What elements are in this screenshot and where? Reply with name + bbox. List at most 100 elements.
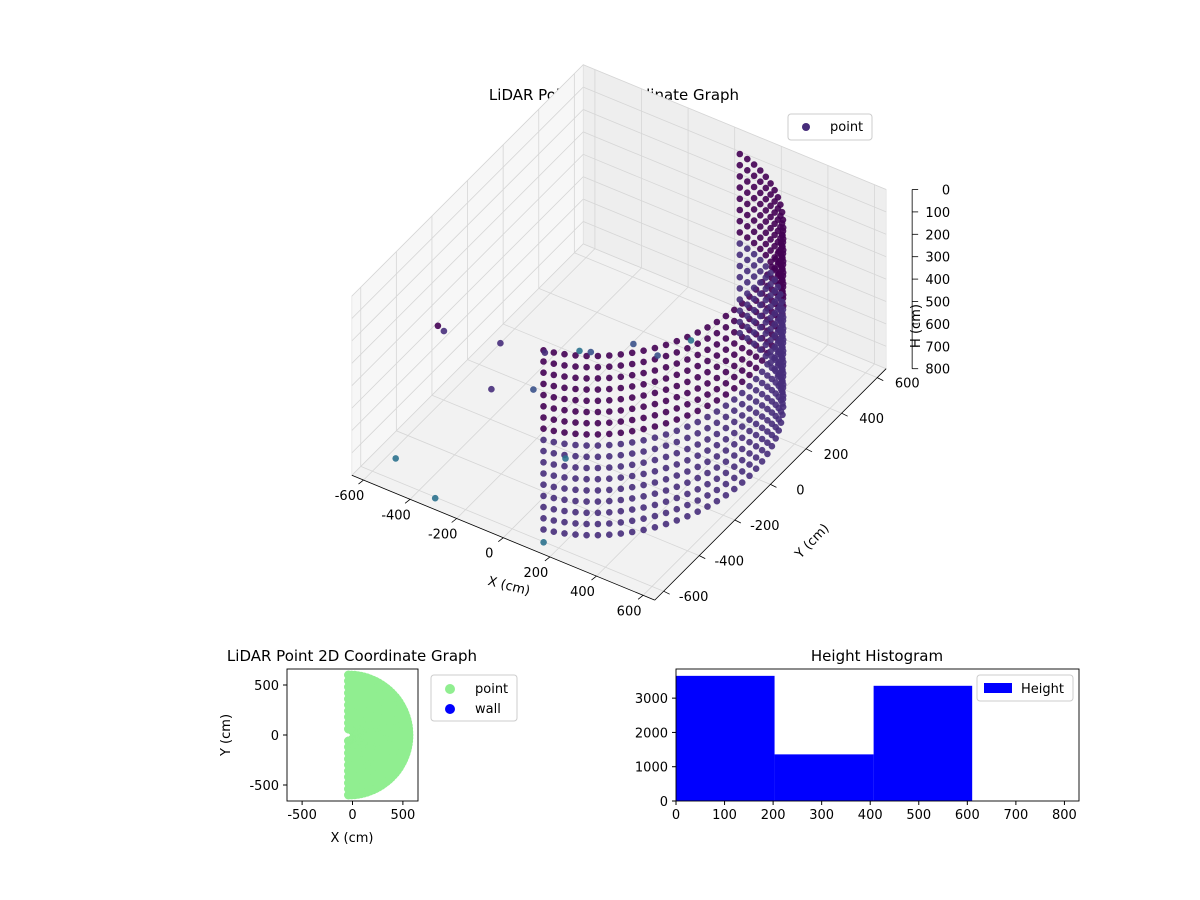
chart-3d-point xyxy=(752,387,760,394)
chart-3d-z-tick-label: 400 xyxy=(925,273,950,288)
chart-3d-point xyxy=(771,287,778,295)
chart-3d-point xyxy=(550,382,558,390)
chart-3d-point xyxy=(694,385,701,392)
chart-3d-point xyxy=(762,240,770,248)
chart-3d-point xyxy=(746,360,753,368)
chart-3d-x-tick-label: -600 xyxy=(335,489,365,504)
chart-3d-point xyxy=(746,461,753,468)
chart-3d-point xyxy=(540,459,547,466)
chart-3d-x-axis-line xyxy=(351,474,655,601)
chart-3d-point xyxy=(744,290,751,297)
chart-3d-point xyxy=(722,335,730,342)
chart-3d-point xyxy=(736,217,744,225)
chart-3d-point xyxy=(561,474,568,481)
chart-3d-point xyxy=(561,530,568,537)
chart-3d-point xyxy=(651,468,659,475)
histogram-bar xyxy=(873,685,973,801)
chart-3d-point xyxy=(722,436,730,443)
chart-3d-point xyxy=(684,479,691,487)
chart-3d-point xyxy=(750,329,758,336)
chart-3d-point xyxy=(572,352,579,359)
chart-3d-point xyxy=(628,506,636,513)
chart-3d-point xyxy=(736,296,744,303)
chart-3d-y-tick-label: -600 xyxy=(679,590,709,605)
chart-3d-point xyxy=(752,353,760,361)
chart-3d-point xyxy=(617,474,625,481)
chart-3d-y-tick-label: -400 xyxy=(714,555,744,570)
chart-2d-x-tick-label: 500 xyxy=(390,808,415,823)
chart-3d-point xyxy=(628,450,636,457)
chart-3d-point xyxy=(606,385,613,393)
histogram: Height Histogram 0 100 200 300 400 500 600 700 8… xyxy=(635,647,1080,823)
chart-3d-point xyxy=(704,324,711,331)
chart-3d-point xyxy=(758,458,766,465)
chart-3d-point xyxy=(779,403,787,411)
chart-3d-point xyxy=(651,412,659,419)
chart-3d-point xyxy=(628,528,636,536)
chart-3d-point xyxy=(736,307,744,315)
chart-3d-point xyxy=(606,475,613,483)
chart-3d-z-gridline xyxy=(351,131,887,364)
chart-3d-point xyxy=(738,356,746,363)
chart-3d-point xyxy=(606,408,613,415)
histogram-x-tick-label: 500 xyxy=(906,808,931,823)
chart-3d-point xyxy=(757,346,764,354)
chart-3d-point xyxy=(628,483,636,491)
chart-3d-point xyxy=(561,373,568,380)
chart-3d-point xyxy=(640,403,647,411)
chart-3d-point xyxy=(617,451,625,459)
histogram-x-tick-label: 800 xyxy=(1052,808,1077,823)
chart-3d-y-tick-label: 0 xyxy=(796,483,804,498)
chart-3d-point xyxy=(594,397,602,405)
chart-3d-point xyxy=(594,464,602,472)
chart-3d-point xyxy=(757,312,764,320)
chart-3d-ylabel: Y (cm) xyxy=(792,521,833,562)
chart-3d-point xyxy=(651,456,659,464)
chart-3d-point xyxy=(764,372,771,379)
histogram-legend-frame xyxy=(976,674,1074,702)
chart-3d-point xyxy=(673,472,681,479)
chart-3d-point xyxy=(550,517,558,524)
chart-3d-point xyxy=(713,363,721,371)
chart-3d-point xyxy=(617,507,625,515)
chart-3d-point xyxy=(744,234,751,241)
chart-3d-point xyxy=(617,351,625,358)
chart-3d-point xyxy=(694,374,701,381)
chart-3d-point xyxy=(744,167,751,174)
chart-3d-point xyxy=(572,430,579,438)
chart-3d-point xyxy=(764,394,771,402)
chart-3d-point xyxy=(746,438,753,446)
chart-3d-point xyxy=(694,430,701,437)
chart-3d-point xyxy=(497,339,504,347)
chart-3d-point xyxy=(771,366,778,373)
chart-2d-x-tick-label: 0 xyxy=(348,808,356,823)
chart-3d-point xyxy=(617,384,625,392)
chart-3d-point xyxy=(767,247,774,254)
chart-3d-point xyxy=(576,347,583,355)
chart-3d-point xyxy=(606,441,613,449)
chart-3d-point xyxy=(704,458,711,466)
chart-3d-z-gridline xyxy=(351,64,887,297)
histogram-x-tick-label: 0 xyxy=(672,808,680,823)
chart-3d-point xyxy=(752,465,760,473)
chart-3d-point xyxy=(628,427,636,435)
chart-3d-point xyxy=(768,442,776,450)
chart-3d-point xyxy=(651,490,659,498)
chart-3d-point xyxy=(594,408,602,416)
chart-3d-point xyxy=(651,501,659,509)
chart-3d-point xyxy=(561,406,568,414)
chart-3d-point xyxy=(738,400,746,408)
chart-3d-point xyxy=(722,424,730,432)
chart-3d-point xyxy=(640,381,647,388)
chart-3d-point xyxy=(617,373,625,381)
chart-3d-point xyxy=(583,453,590,461)
chart-3d-point xyxy=(561,496,568,504)
chart-3d-point xyxy=(684,434,691,442)
chart-2d-point xyxy=(344,670,353,680)
chart-3d-point xyxy=(628,416,636,424)
chart-3d-point xyxy=(738,434,746,442)
chart-3d-point xyxy=(594,352,602,360)
chart-3d-point xyxy=(540,470,547,477)
chart-3d-point xyxy=(583,408,590,416)
chart-3d-point xyxy=(651,423,659,430)
